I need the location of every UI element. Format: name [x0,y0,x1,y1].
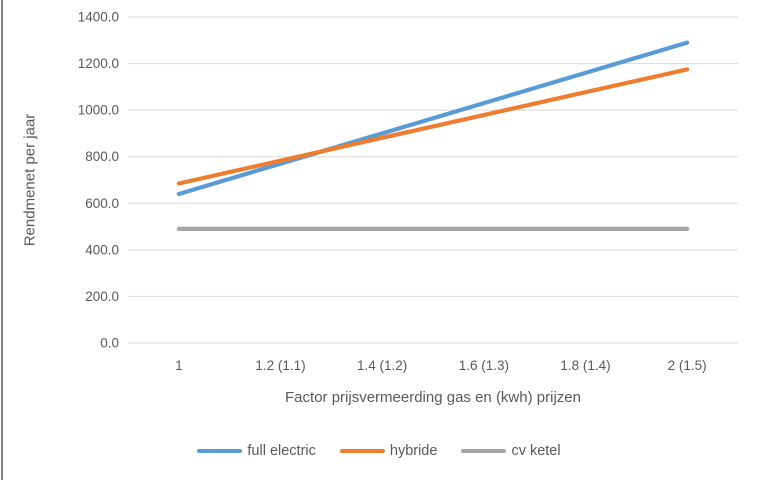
x-axis-title: Factor prijsvermeerding gas en (kwh) pri… [285,389,581,406]
legend-label: hybride [389,443,438,459]
legend-swatch-icon [197,449,243,453]
legend-item-full-electric: full electric [197,443,316,459]
x-tick-label: 1.6 (1.3) [459,358,509,373]
y-tick-label: 800.0 [85,149,119,164]
x-tick-label: 1 [175,358,183,373]
x-tick-label: 1.2 (1.1) [255,358,305,373]
x-tick-label: 2 (1.5) [668,358,707,373]
legend-label: full electric [247,443,316,459]
y-tick-label: 200.0 [85,289,119,304]
y-tick-label: 400.0 [85,242,119,257]
y-tick-label: 1400.0 [78,10,119,25]
left-border-line [1,0,3,480]
series-line-full-electric [176,40,690,197]
legend-swatch-icon [339,449,385,453]
y-tick-label: 0.0 [100,336,119,351]
series-line-hybride [176,67,690,186]
legend-item-hybride: hybride [339,443,438,459]
legend-item-cv-ketel: cv ketel [461,443,561,459]
y-tick-label: 1200.0 [78,56,119,71]
x-tick-label: 1.8 (1.4) [560,358,610,373]
y-tick-label: 600.0 [85,196,119,211]
y-tick-label: 1000.0 [78,103,119,118]
legend-swatch-icon [461,449,507,453]
x-tick-label: 1.4 (1.2) [357,358,407,373]
legend-label: cv ketel [511,443,561,459]
legend: full electric hybride cv ketel [0,443,758,459]
